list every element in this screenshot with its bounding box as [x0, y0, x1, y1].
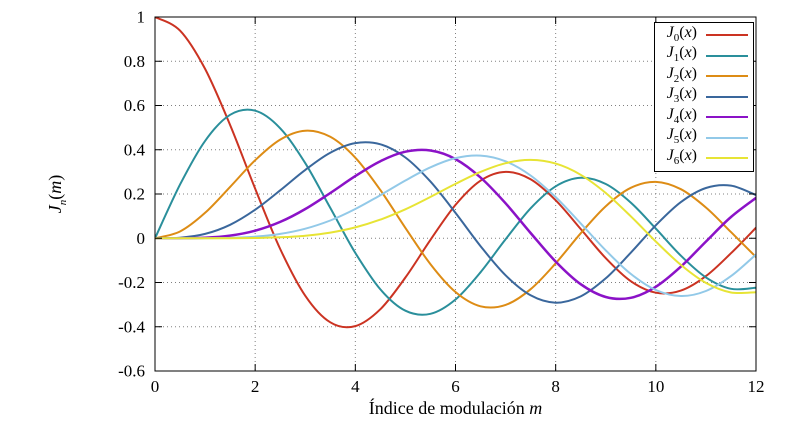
x-tick-label: 10: [647, 377, 664, 396]
legend-item-J2: J2(x): [666, 64, 748, 87]
x-tick-label: 0: [151, 377, 160, 396]
series-line-J3: [155, 141, 756, 304]
legend-label: J1(x): [666, 44, 697, 65]
y-tick-label: 0: [137, 229, 146, 248]
y-tick-label: 0.4: [124, 140, 146, 159]
legend-line-sample: [706, 54, 748, 57]
legend-line-sample: [706, 75, 748, 78]
x-tick-label: 2: [251, 377, 260, 396]
legend-line-sample: [706, 116, 748, 119]
legend-item-J5: J5(x): [666, 126, 748, 149]
legend-item-J0: J0(x): [666, 23, 748, 46]
legend-item-J1: J1(x): [666, 44, 748, 67]
x-tick-label: 4: [351, 377, 360, 396]
legend-item-J3: J3(x): [666, 85, 748, 108]
y-axis-label: Jn(m): [45, 174, 69, 214]
series-line-J5: [155, 154, 756, 298]
legend-label: J4(x): [666, 105, 697, 126]
x-tick-label: 6: [451, 377, 460, 396]
y-tick-label: 0.8: [124, 52, 145, 71]
y-tick-label: 0.6: [124, 96, 145, 115]
legend-label: J6(x): [666, 146, 697, 167]
series-group: [155, 17, 756, 329]
legend-line-sample: [706, 34, 748, 37]
legend-label: J3(x): [666, 85, 697, 106]
legend-line-sample: [706, 95, 748, 98]
series-line-J0: [155, 17, 756, 329]
x-axis-label: Índice de modulación m: [368, 398, 543, 418]
legend-label: J0(x): [666, 23, 697, 44]
y-tick-label: -0.2: [118, 273, 145, 292]
y-tick-label: -0.4: [118, 317, 145, 336]
legend-line-sample: [706, 136, 748, 139]
series-line-J1: [155, 108, 756, 316]
y-tick-label: 1: [137, 8, 146, 27]
y-tick-label: -0.6: [118, 362, 145, 381]
legend-item-J4: J4(x): [666, 105, 748, 128]
series-line-J2: [155, 129, 756, 309]
series-line-J4: [155, 148, 756, 301]
y-tick-label: 0.2: [124, 185, 145, 204]
legend-line-sample: [706, 157, 748, 160]
legend: J0(x) J1(x) J2(x) J3(x) J4(x) J5(x) J6(x): [653, 22, 754, 172]
legend-label: J2(x): [666, 64, 697, 85]
x-tick-label: 12: [748, 377, 765, 396]
series-line-J6: [155, 158, 756, 295]
legend-label: J5(x): [666, 126, 697, 147]
legend-item-J6: J6(x): [666, 146, 748, 169]
x-tick-label: 8: [551, 377, 560, 396]
